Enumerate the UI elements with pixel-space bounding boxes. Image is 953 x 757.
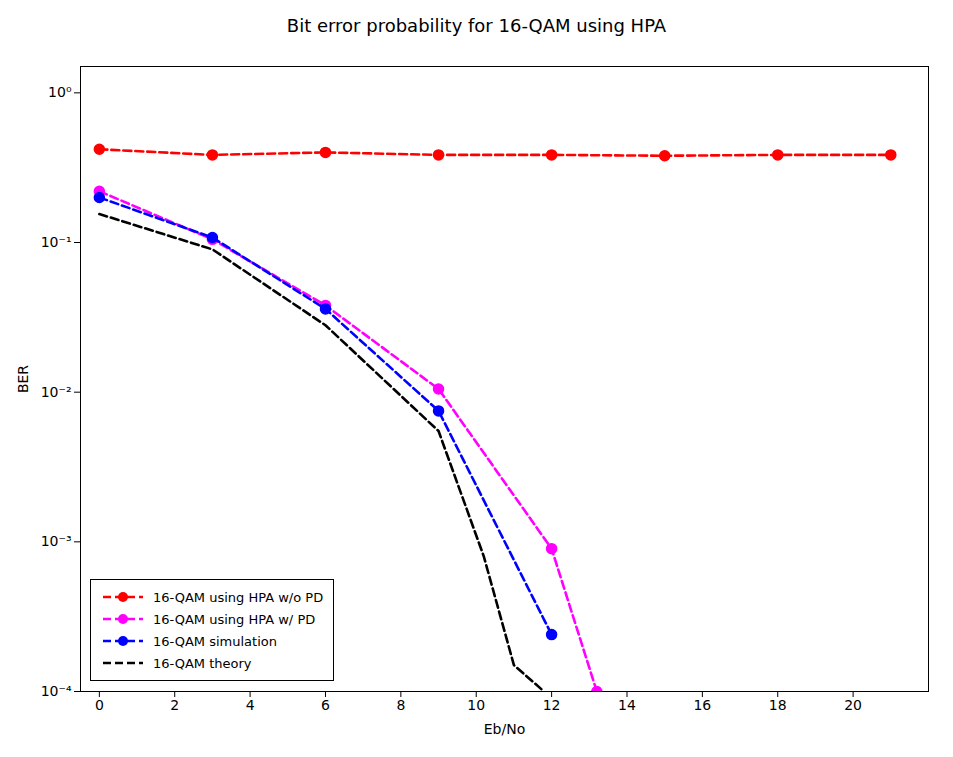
svg-text:10⁻⁴: 10⁻⁴: [41, 683, 72, 699]
svg-text:10⁻²: 10⁻²: [41, 384, 72, 400]
svg-text:10: 10: [467, 697, 485, 713]
svg-text:10⁻¹: 10⁻¹: [41, 234, 72, 250]
svg-text:6: 6: [321, 697, 330, 713]
svg-text:BER: BER: [15, 365, 31, 393]
svg-text:8: 8: [396, 697, 405, 713]
svg-text:20: 20: [844, 697, 862, 713]
svg-text:2: 2: [170, 697, 179, 713]
svg-text:0: 0: [95, 697, 104, 713]
html-text:16-QAM using HPA w/ PD: 16-QAM using HPA w/ PD: [153, 611, 316, 627]
html-text:16-QAM theory: 16-QAM theory: [153, 655, 252, 671]
svg-text:12: 12: [543, 697, 561, 713]
svg-text:18: 18: [769, 697, 787, 713]
svg-text:10⁰: 10⁰: [48, 84, 72, 100]
html-text:16-QAM using HPA w/o PD: 16-QAM using HPA w/o PD: [153, 589, 324, 605]
html-text:16-QAM simulation: 16-QAM simulation: [153, 633, 277, 649]
svg-text:16: 16: [693, 697, 711, 713]
svg-text:4: 4: [246, 697, 255, 713]
svg-text:14: 14: [618, 697, 636, 713]
svg-text:10⁻³: 10⁻³: [41, 533, 72, 549]
html-text:Bit error probability for 16-Q: Bit error probability for 16-QAM using H…: [286, 15, 667, 36]
svg-text:Eb/No: Eb/No: [484, 721, 526, 737]
